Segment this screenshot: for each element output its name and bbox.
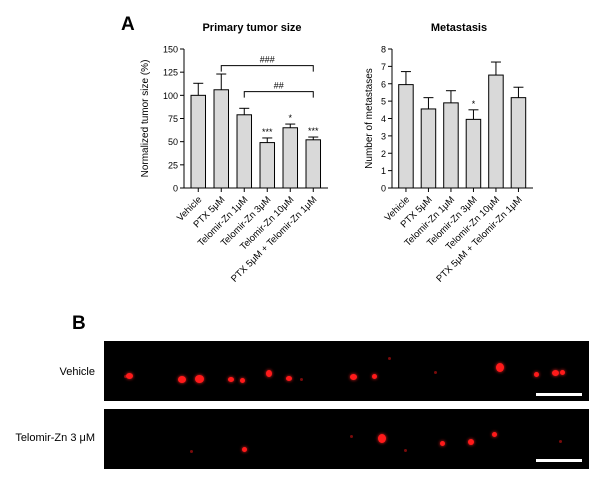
metastasis-spot bbox=[286, 376, 292, 381]
y-tick-label: 150 bbox=[163, 45, 178, 55]
bracket-label: ### bbox=[260, 55, 275, 65]
y-tick-label: 1 bbox=[381, 166, 386, 176]
metastasis-spot bbox=[468, 439, 474, 445]
significance-mark: *** bbox=[262, 127, 273, 137]
chart-title: Metastasis bbox=[431, 22, 487, 34]
significance-mark: * bbox=[472, 99, 476, 109]
y-tick-label: 7 bbox=[381, 62, 386, 72]
metastasis-spot bbox=[228, 377, 234, 382]
panel-a-label: A bbox=[121, 14, 135, 35]
metastasis-spot bbox=[195, 375, 204, 383]
bar bbox=[282, 127, 299, 189]
scale-bar bbox=[536, 393, 582, 396]
bar bbox=[443, 102, 459, 189]
y-axis-label: Number of metastases bbox=[364, 68, 375, 169]
y-tick-label: 0 bbox=[173, 184, 178, 194]
y-tick-label: 5 bbox=[381, 97, 386, 107]
metastasis-spot bbox=[534, 372, 539, 377]
y-tick-label: 3 bbox=[381, 131, 386, 141]
metastasis-spot bbox=[266, 370, 272, 377]
faint-signal bbox=[434, 371, 437, 374]
bar bbox=[305, 139, 322, 189]
vehicle-fluorescence-image bbox=[104, 341, 589, 401]
bar bbox=[259, 142, 276, 189]
faint-signal bbox=[350, 435, 353, 438]
faint-signal bbox=[388, 357, 391, 360]
y-axis-label: Normalized tumor size (%) bbox=[140, 60, 151, 178]
faint-signal bbox=[559, 440, 562, 443]
bar bbox=[465, 118, 482, 189]
metastasis-spot bbox=[372, 374, 377, 379]
metastasis-spot bbox=[492, 432, 497, 437]
telomir-image-label: Telomir-Zn 3 μM bbox=[15, 432, 95, 444]
vehicle-image-label: Vehicle bbox=[59, 366, 95, 378]
bar bbox=[236, 114, 253, 189]
telomir-fluorescence-image bbox=[104, 409, 589, 469]
bar bbox=[510, 97, 527, 189]
y-tick-label: 4 bbox=[381, 114, 386, 124]
bar bbox=[213, 89, 230, 189]
significance-mark: *** bbox=[308, 126, 319, 136]
faint-signal bbox=[300, 378, 303, 381]
y-tick-label: 6 bbox=[381, 79, 386, 89]
bar bbox=[488, 74, 504, 189]
metastasis-spot bbox=[240, 378, 245, 383]
metastasis-spot bbox=[126, 373, 133, 379]
y-tick-label: 2 bbox=[381, 149, 386, 159]
bar bbox=[420, 108, 437, 189]
y-tick-label: 100 bbox=[163, 91, 178, 101]
bracket-label: ## bbox=[274, 81, 284, 91]
faint-signal bbox=[190, 450, 193, 453]
metastasis-spot bbox=[560, 370, 565, 375]
metastasis-spot bbox=[496, 363, 504, 372]
bar bbox=[398, 84, 414, 189]
y-tick-label: 0 bbox=[381, 184, 386, 194]
significance-bracket bbox=[220, 65, 314, 72]
chart-title: Primary tumor size bbox=[202, 22, 301, 34]
y-tick-label: 75 bbox=[168, 114, 178, 124]
panel-b-label: B bbox=[72, 313, 86, 334]
metastasis-spot bbox=[350, 374, 357, 380]
bar bbox=[190, 94, 207, 189]
metastasis-spot bbox=[440, 441, 445, 446]
y-tick-label: 8 bbox=[381, 45, 386, 55]
y-tick-label: 25 bbox=[168, 160, 178, 170]
faint-signal bbox=[124, 375, 127, 378]
significance-bracket bbox=[243, 91, 314, 98]
metastasis-spot bbox=[552, 370, 559, 376]
significance-mark: * bbox=[289, 113, 293, 123]
faint-signal bbox=[404, 449, 407, 452]
y-tick-label: 125 bbox=[163, 68, 178, 78]
metastasis-spot bbox=[378, 434, 386, 443]
scale-bar bbox=[536, 459, 582, 462]
metastasis-spot bbox=[242, 447, 247, 452]
metastasis-spot bbox=[178, 376, 186, 383]
bar-charts: Primary tumor size0255075100125150Normal… bbox=[140, 22, 533, 285]
y-tick-label: 50 bbox=[168, 137, 178, 147]
